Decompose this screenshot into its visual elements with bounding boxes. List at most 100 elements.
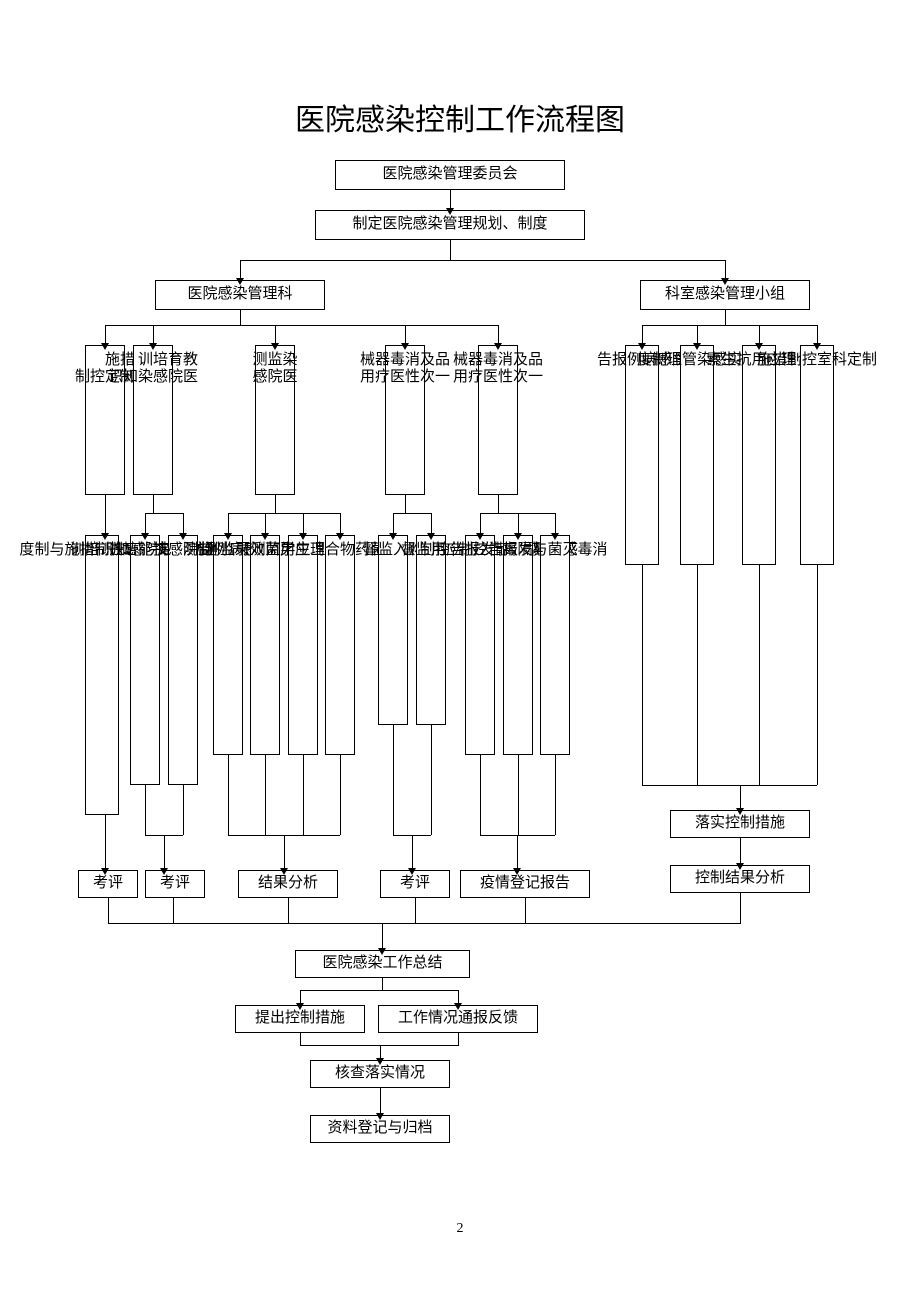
edge-11 [498,325,499,345]
arrow-16 [755,343,763,350]
edge-43 [228,755,229,835]
node-b2: 落实感染管理制度 [680,345,714,565]
arrow-28 [336,533,344,540]
edge-63 [740,785,741,810]
edge-59 [697,565,698,785]
edge-39 [145,785,146,835]
edge-8 [153,325,154,345]
node-c5: 环境卫生学监测 [288,535,318,755]
node-a5: 品一及次消性毒医器疗械用 [478,345,518,495]
arrow-52 [408,868,416,875]
node-c7: 购入监督 [378,535,408,725]
edge-3 [240,260,241,280]
edge-22 [183,513,184,535]
node-d3: 结果分析 [238,870,338,898]
arrow-48 [280,868,288,875]
arrow-17 [813,343,821,350]
edge-29 [405,495,406,513]
edge-54 [518,755,519,835]
edge-64 [740,838,741,865]
arrow-7 [101,343,109,350]
arrow-0 [446,208,454,215]
edge-33 [498,495,499,513]
edge-4 [725,260,726,280]
arrow-26 [261,533,269,540]
edge-66 [173,898,174,923]
edge-28 [340,513,341,535]
edge-0 [450,190,451,210]
edge-38 [105,815,106,870]
edge-18 [105,495,106,535]
node-c2: 预防控制院感技能培训 [168,535,198,785]
page-number: 2 [0,1221,920,1237]
edge-12 [725,310,726,325]
edge-25 [228,513,229,535]
arrow-15 [693,343,701,350]
edge-32 [431,513,432,535]
edge-67 [288,898,289,923]
arrow-9 [271,343,279,350]
node-c3: 院感病例监测 [213,535,243,755]
arrow-72 [378,948,386,955]
edge-60 [759,565,760,785]
arrow-27 [299,533,307,540]
node-d2: 考评 [145,870,205,898]
edge-21 [145,513,146,535]
node-c8: 应用监督 [416,535,446,725]
edge-16 [759,325,760,345]
arrow-32 [427,533,435,540]
edge-17 [817,325,818,345]
arrow-18 [101,533,109,540]
arrow-3 [236,278,244,285]
edge-19 [153,495,154,513]
edge-14 [642,325,643,345]
node-c9: 感染散发报告控制 [465,535,495,755]
arrow-38 [101,868,109,875]
edge-48 [284,835,285,870]
arrow-35 [476,533,484,540]
edge-6 [105,325,498,326]
arrow-80 [376,1058,384,1065]
arrow-4 [721,278,729,285]
node-c10: 感染暴发报告控制 [503,535,533,755]
edge-53 [480,755,481,835]
diagram-title: 医院感染控制工作流程图 [0,95,920,139]
arrow-36 [514,533,522,540]
node-d5: 疫情登记报告 [460,870,590,898]
arrow-75 [296,1003,304,1010]
edge-36 [518,513,519,535]
arrow-81 [376,1113,384,1120]
node-a4: 品一及次消性毒医器疗械用 [385,345,425,495]
node-c6: 抗菌药物合理应用 [325,535,355,755]
edge-46 [340,755,341,835]
edge-37 [555,513,556,535]
edge-10 [405,325,406,345]
edge-13 [642,325,817,326]
node-c0: 落实院感控制措施与制度 [85,535,119,815]
arrow-10 [401,343,409,350]
edge-45 [303,755,304,835]
edge-35 [480,513,481,535]
edge-81 [380,1088,381,1115]
arrow-37 [551,533,559,540]
edge-78 [458,1033,459,1045]
arrow-25 [224,533,232,540]
arrow-14 [638,343,646,350]
edge-26 [265,513,266,535]
edge-2 [240,260,725,261]
edge-9 [275,325,276,345]
edge-27 [303,513,304,535]
edge-31 [393,513,394,535]
edge-23 [275,495,276,513]
arrow-31 [389,533,397,540]
edge-77 [300,1033,301,1045]
edge-74 [300,990,458,991]
arrow-63 [736,808,744,815]
edge-52 [412,835,413,870]
node-b1: 院感病例报告 [625,345,659,565]
node-c11: 消毒灭菌与隔离 [540,535,570,755]
edge-62 [642,785,817,786]
edge-20 [145,513,183,514]
edge-61 [817,565,818,785]
arrow-57 [513,868,521,875]
